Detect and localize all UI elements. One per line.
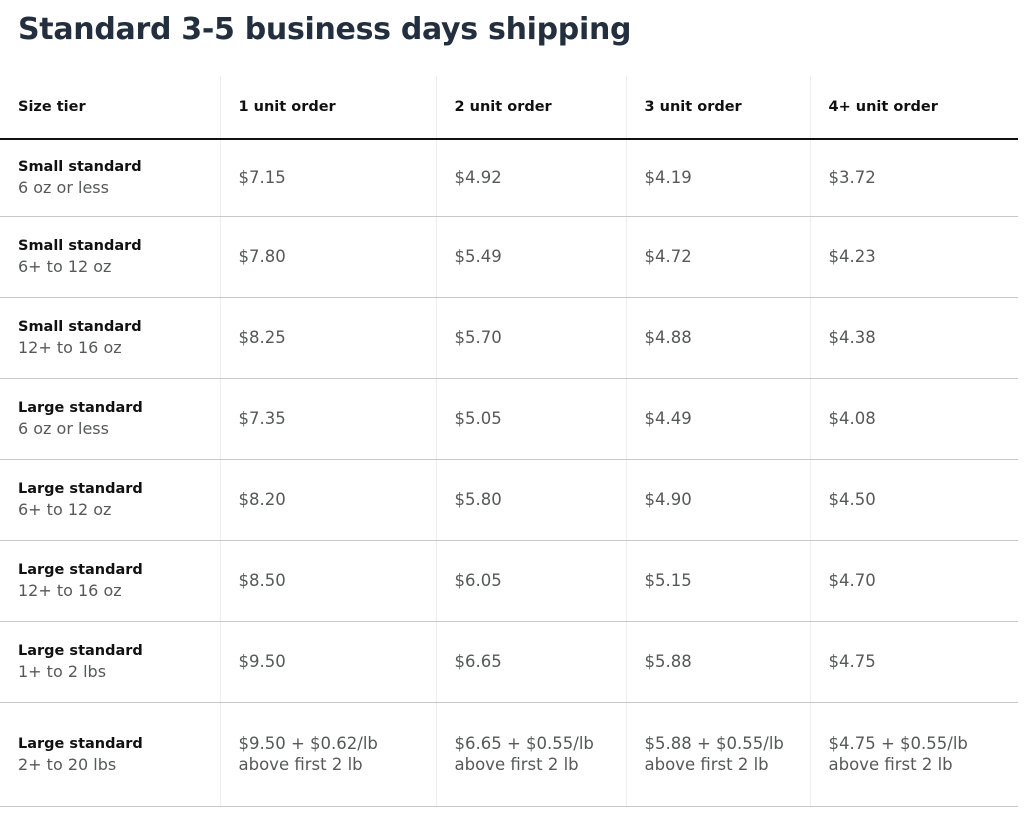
size-tier-cell: Large standard 6+ to 12 oz [0,459,221,541]
price-cell: $5.15 [626,540,811,622]
tier-weight: 6 oz or less [18,419,109,438]
table-row: Large standard 6 oz or less $7.35 $5.05 … [0,378,1018,460]
price-note: above first 2 lb [644,755,769,774]
table-row: Small standard 6 oz or less $7.15 $4.92 … [0,139,1018,217]
table-row: Small standard 12+ to 16 oz $8.25 $5.70 … [0,297,1018,379]
price-cell: $4.75 [810,621,1018,703]
price-formula: $9.50 + $0.62/lb [238,734,378,753]
price-cell: $5.80 [436,459,627,541]
table-row: Small standard 6+ to 12 oz $7.80 $5.49 $… [0,216,1018,298]
price-cell: $6.65 [436,621,627,703]
size-tier-cell: Large standard 1+ to 2 lbs [0,621,221,703]
table-header-row: Size tier 1 unit order 2 unit order 3 un… [0,76,1018,140]
tier-name: Small standard [18,319,142,335]
price-cell: $5.70 [436,297,627,379]
tier-name: Large standard [18,562,143,578]
size-tier-cell: Large standard 6 oz or less [0,378,221,460]
tier-name: Small standard [18,159,142,176]
tier-weight: 2+ to 20 lbs [18,754,117,774]
price-cell: $5.05 [436,378,627,460]
price-formula: $4.75 + $0.55/lb [828,734,968,753]
tier-name: Large standard [18,481,143,497]
price-cell: $4.90 [626,459,811,541]
price-note: above first 2 lb [828,755,953,774]
column-header-4-plus-unit: 4+ unit order [810,76,1018,140]
size-tier-cell: Small standard 12+ to 16 oz [0,297,221,379]
tier-weight: 1+ to 2 lbs [18,662,107,681]
price-cell: $4.49 [626,378,811,460]
price-cell: $4.50 [810,459,1018,541]
size-tier-cell: Large standard 2+ to 20 lbs [0,702,221,807]
column-header-2-unit: 2 unit order [436,76,627,140]
price-cell: $6.65 + $0.55/lb above first 2 lb [436,702,627,807]
size-tier-cell: Small standard 6+ to 12 oz [0,216,221,298]
table-row: Large standard 2+ to 20 lbs $9.50 + $0.6… [0,702,1018,807]
price-cell: $4.72 [626,216,811,298]
price-cell: $4.70 [810,540,1018,622]
price-cell: $3.72 [810,139,1018,217]
size-tier-cell: Large standard 12+ to 16 oz [0,540,221,622]
tier-weight: 12+ to 16 oz [18,581,122,600]
price-cell: $9.50 [220,621,437,703]
price-note: above first 2 lb [238,755,363,774]
column-header-3-unit: 3 unit order [626,76,811,140]
tier-name: Small standard [18,238,142,254]
tier-weight: 12+ to 16 oz [18,338,122,357]
tier-weight: 6+ to 12 oz [18,500,112,519]
column-header-1-unit: 1 unit order [220,76,437,140]
price-cell: $7.80 [220,216,437,298]
price-cell: $9.50 + $0.62/lb above first 2 lb [220,702,437,807]
page-title: Standard 3-5 business days shipping [18,12,632,47]
price-note: above first 2 lb [454,755,579,774]
price-cell: $4.38 [810,297,1018,379]
price-cell: $4.08 [810,378,1018,460]
column-header-size-tier: Size tier [0,76,221,140]
tier-weight: 6 oz or less [18,178,109,198]
price-cell: $4.75 + $0.55/lb above first 2 lb [810,702,1018,807]
price-cell: $4.23 [810,216,1018,298]
table-row: Large standard 6+ to 12 oz $8.20 $5.80 $… [0,459,1018,541]
price-cell: $4.19 [626,139,811,217]
price-cell: $7.35 [220,378,437,460]
price-cell: $5.88 [626,621,811,703]
price-cell: $8.50 [220,540,437,622]
price-cell: $6.05 [436,540,627,622]
price-cell: $4.88 [626,297,811,379]
tier-name: Large standard [18,643,143,659]
price-formula: $6.65 + $0.55/lb [454,734,594,753]
price-formula: $5.88 + $0.55/lb [644,734,784,753]
table-row: Large standard 1+ to 2 lbs $9.50 $6.65 $… [0,621,1018,703]
price-cell: $7.15 [220,139,437,217]
price-cell: $5.49 [436,216,627,298]
price-cell: $5.88 + $0.55/lb above first 2 lb [626,702,811,807]
tier-name: Large standard [18,735,143,752]
price-cell: $8.25 [220,297,437,379]
tier-weight: 6+ to 12 oz [18,257,112,276]
table-row: Large standard 12+ to 16 oz $8.50 $6.05 … [0,540,1018,622]
price-cell: $8.20 [220,459,437,541]
tier-name: Large standard [18,400,143,416]
shipping-rate-table: Size tier 1 unit order 2 unit order 3 un… [0,76,1018,807]
price-cell: $4.92 [436,139,627,217]
size-tier-cell: Small standard 6 oz or less [0,139,221,217]
